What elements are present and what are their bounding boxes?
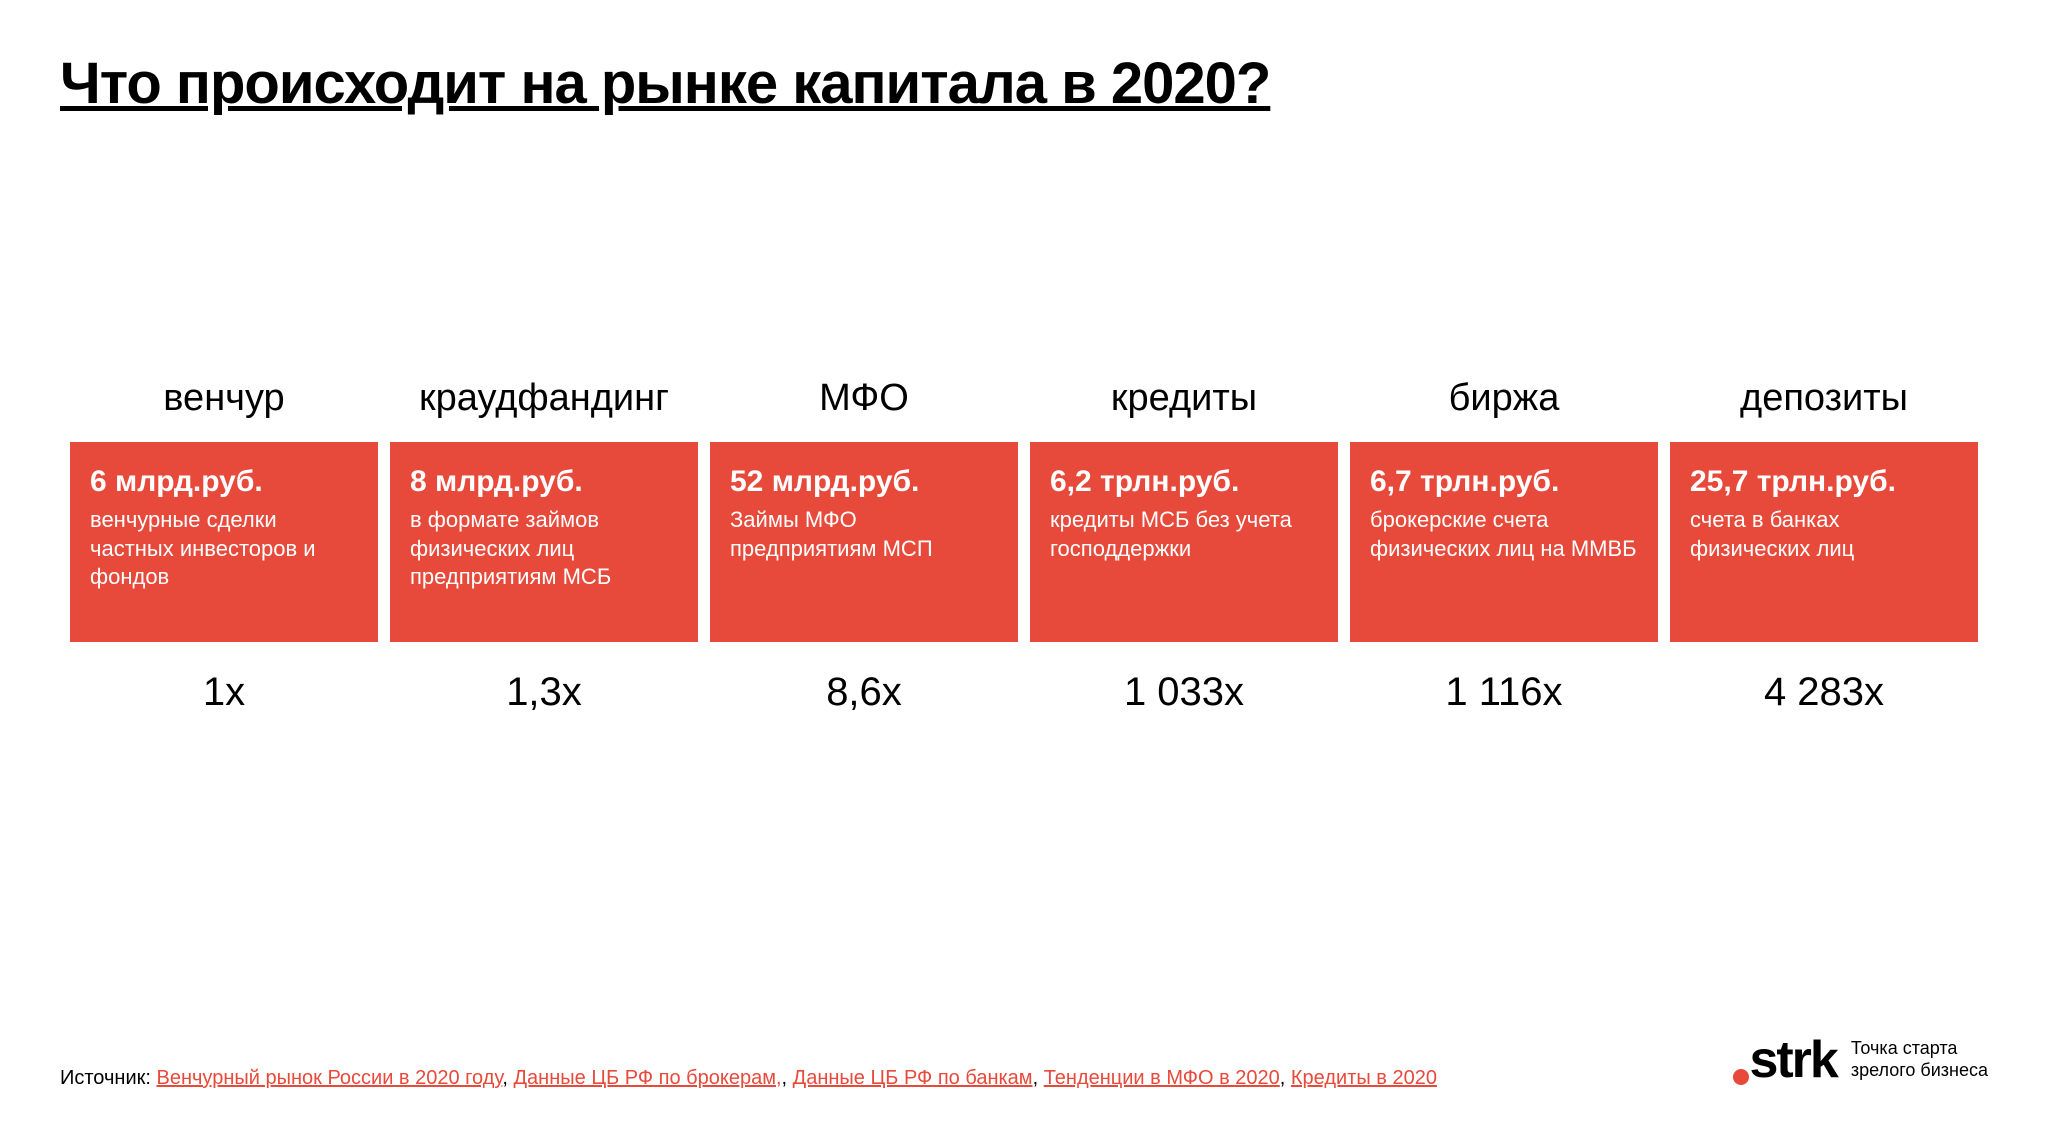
multiplier-label: 1х	[203, 670, 245, 715]
stat-card: 6 млрд.руб. венчурные сделки частных инве…	[70, 442, 378, 642]
source-link[interactable]: Данные ЦБ РФ по банкам	[793, 1067, 1033, 1089]
stat-card: 8 млрд.руб. в формате займов физических л…	[390, 442, 698, 642]
card-amount: 25,7 трлн.руб.	[1690, 464, 1958, 500]
card-description: Займы МФО предприятиям МСП	[730, 506, 998, 563]
stat-card: 6,7 трлн.руб. брокерские счета физических…	[1350, 442, 1658, 642]
source-link[interactable]: Тенденции в МФО в 2020	[1044, 1067, 1280, 1089]
source-link[interactable]: Венчурный рынок России в 2020 году	[157, 1067, 503, 1089]
card-description: венчурные сделки частных инвесторов и фо…	[90, 506, 358, 592]
logo-block: strk Точка старта зрелого бизнеса	[1733, 1030, 1988, 1090]
category-label: депозиты	[1740, 377, 1908, 420]
logo-tagline: Точка старта зрелого бизнеса	[1851, 1038, 1988, 1081]
sources-block: Источник: Венчурный рынок России в 2020 …	[60, 1067, 1437, 1090]
stat-card: 6,2 трлн.руб. кредиты МСБ без учета госпо…	[1030, 442, 1338, 642]
multiplier-label: 8,6х	[826, 670, 902, 715]
card-column: МФО 52 млрд.руб. Займы МФО предприятиям МС…	[710, 377, 1018, 715]
multiplier-label: 1 033х	[1124, 670, 1244, 715]
slide-container: Что происходит на рынке капитала в 2020?…	[0, 0, 2048, 1126]
source-label: Источник:	[60, 1067, 157, 1089]
card-column: краудфандинг 8 млрд.руб. в формате займов …	[390, 377, 698, 715]
source-link[interactable]: Кредиты в 2020	[1291, 1067, 1437, 1089]
stat-card: 52 млрд.руб. Займы МФО предприятиям МСП	[710, 442, 1018, 642]
logo-text: strk	[1749, 1031, 1836, 1089]
footer: Источник: Венчурный рынок России в 2020 …	[60, 1030, 1988, 1090]
tagline-line2: зрелого бизнеса	[1851, 1060, 1988, 1080]
category-label: венчур	[163, 377, 284, 420]
category-label: кредиты	[1111, 377, 1257, 420]
stat-card: 25,7 трлн.руб. счета в банках физических …	[1670, 442, 1978, 642]
card-description: брокерские счета физических лиц на ММВБ	[1370, 506, 1638, 563]
source-link[interactable]: Данные ЦБ РФ по брокерам,	[514, 1067, 782, 1089]
category-label: МФО	[819, 377, 909, 420]
card-description: в формате займов физических лиц предприя…	[410, 506, 678, 592]
category-label: краудфандинг	[419, 377, 669, 420]
card-column: биржа 6,7 трлн.руб. брокерские счета физич…	[1350, 377, 1658, 715]
logo-dot-icon	[1733, 1069, 1749, 1085]
card-amount: 6,7 трлн.руб.	[1370, 464, 1638, 500]
card-amount: 8 млрд.руб.	[410, 464, 678, 500]
card-amount: 52 млрд.руб.	[730, 464, 998, 500]
card-column: венчур 6 млрд.руб. венчурные сделки частны…	[70, 377, 378, 715]
multiplier-label: 1,3х	[506, 670, 582, 715]
multiplier-label: 4 283х	[1764, 670, 1884, 715]
card-column: депозиты 25,7 трлн.руб. счета в банках физ…	[1670, 377, 1978, 715]
card-amount: 6 млрд.руб.	[90, 464, 358, 500]
category-label: биржа	[1449, 377, 1560, 420]
card-description: счета в банках физических лиц	[1690, 506, 1958, 563]
multiplier-label: 1 116х	[1445, 670, 1562, 715]
cards-row: венчур 6 млрд.руб. венчурные сделки частны…	[60, 377, 1988, 715]
card-column: кредиты 6,2 трлн.руб. кредиты МСБ без учет…	[1030, 377, 1338, 715]
tagline-line1: Точка старта	[1851, 1038, 1958, 1058]
page-title: Что происходит на рынке капитала в 2020?	[60, 50, 1988, 117]
card-description: кредиты МСБ без учета господдержки	[1050, 506, 1318, 563]
logo: strk	[1733, 1030, 1836, 1090]
card-amount: 6,2 трлн.руб.	[1050, 464, 1318, 500]
source-links: Венчурный рынок России в 2020 году, Данн…	[157, 1067, 1437, 1089]
